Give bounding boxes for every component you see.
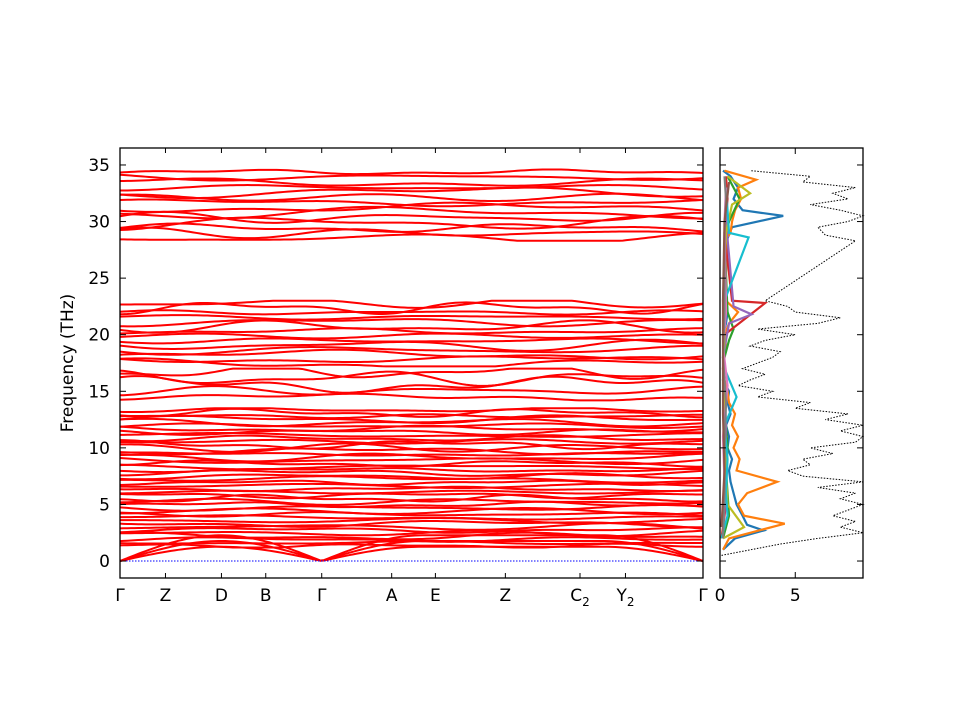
phonon-band-19 xyxy=(119,492,704,500)
phonon-band-54 xyxy=(119,348,704,361)
dos-x-tick-label-0: 0 xyxy=(715,586,726,606)
phonon-band-12 xyxy=(119,514,704,521)
phonon-band-62 xyxy=(119,314,704,321)
phonon-band-63 xyxy=(119,309,704,316)
phonon-band-34 xyxy=(119,442,704,453)
projected-dos-curves xyxy=(720,169,786,551)
dos-plot-frame xyxy=(719,147,864,579)
x-tick-label-3: B xyxy=(260,586,272,606)
phonon-band-27 xyxy=(119,467,704,474)
phonon-band-0 xyxy=(119,545,704,563)
phonon-band-58 xyxy=(119,332,704,340)
phonon-band-57 xyxy=(119,337,704,345)
phonon-band-8 xyxy=(119,526,704,534)
x-tick-label-5: A xyxy=(386,586,398,606)
phonon-band-74 xyxy=(119,192,704,203)
band-plot-frame xyxy=(119,147,704,579)
phonon-band-73 xyxy=(119,198,704,208)
pdos-series-1 xyxy=(721,169,786,551)
phonon-band-37 xyxy=(119,434,704,443)
high-symmetry-ticks xyxy=(119,148,704,578)
band-lines xyxy=(119,168,704,563)
phonon-band-7 xyxy=(119,529,704,538)
dos-x-tick-label-1: 5 xyxy=(790,586,801,606)
phonon-band-18 xyxy=(119,493,704,503)
phonon-band-25 xyxy=(119,472,704,481)
phonon-band-77 xyxy=(119,177,704,187)
phonon-band-43 xyxy=(119,414,704,425)
phonon-band-44 xyxy=(119,413,704,420)
y-tick-label-0: 0 xyxy=(99,552,110,572)
y-tick-label-5: 25 xyxy=(88,269,110,289)
phonon-band-15 xyxy=(119,503,704,512)
phonon-band-5 xyxy=(119,536,704,543)
phonon-band-67 xyxy=(119,226,704,240)
phonon-band-60 xyxy=(119,319,704,334)
phonon-band-30 xyxy=(119,457,704,466)
phonon-band-16 xyxy=(119,500,704,509)
phonon-band-35 xyxy=(120,439,704,451)
x-tick-label-6: E xyxy=(430,586,441,606)
band-y-axis-ticks: 0 5 10 15 20 25 30 35 xyxy=(88,156,703,572)
phonon-band-59 xyxy=(119,327,704,335)
phonon-band-21 xyxy=(119,485,704,493)
x-tick-label-10: Γ xyxy=(698,586,708,606)
phonon-band-71 xyxy=(119,205,703,220)
phonon-band-65 xyxy=(119,299,704,309)
phonon-band-78 xyxy=(119,173,704,182)
phonon-band-29 xyxy=(119,459,703,468)
phonon-band-51 xyxy=(120,367,704,380)
y-tick-label-4: 20 xyxy=(88,326,110,346)
phonon-band-66 xyxy=(119,231,704,242)
phonon-band-68 xyxy=(119,222,704,233)
phonon-band-36 xyxy=(119,438,704,445)
y-tick-label-7: 35 xyxy=(88,156,110,176)
phonon-band-38 xyxy=(119,431,704,438)
band-structure-panel: 0 5 10 15 20 25 30 35 Γ Z D B Γ A E Z C2 Y2 Γ Frequency (… xyxy=(58,147,708,609)
x-tick-label-2: D xyxy=(215,586,228,606)
phonon-band-45 xyxy=(119,407,704,419)
band-x-axis-labels: Γ Z D B Γ A E Z C2 Y2 Γ xyxy=(115,586,708,609)
y-tick-label-3: 15 xyxy=(88,382,110,402)
y-tick-label-1: 5 xyxy=(99,495,110,515)
phonon-band-61 xyxy=(119,318,704,328)
y-tick-label-6: 30 xyxy=(88,213,110,233)
phonon-band-79 xyxy=(119,168,704,176)
phonon-band-49 xyxy=(119,375,704,394)
x-tick-label-1: Z xyxy=(160,586,172,606)
x-tick-label-0: Γ xyxy=(115,586,125,606)
phonon-band-24 xyxy=(119,475,704,484)
x-tick-label-9: Y2 xyxy=(615,586,634,609)
phonon-band-75 xyxy=(119,186,704,200)
phonon-band-76 xyxy=(119,184,704,192)
y-tick-label-2: 10 xyxy=(88,439,110,459)
phonon-band-55 xyxy=(119,344,703,356)
phonon-band-20 xyxy=(119,489,704,495)
phonon-band-23 xyxy=(119,479,704,486)
x-tick-label-7: Z xyxy=(500,586,512,606)
y-axis-label: Frequency (THz) xyxy=(58,294,78,433)
x-tick-label-8: C2 xyxy=(570,586,590,609)
phonon-band-46 xyxy=(119,407,704,414)
phonon-band-70 xyxy=(119,210,704,224)
x-tick-label-4: Γ xyxy=(317,586,327,606)
phonon-band-48 xyxy=(119,385,704,397)
dos-y-axis-ticks xyxy=(720,164,863,562)
phonon-band-47 xyxy=(119,392,704,402)
phonon-band-52 xyxy=(119,357,704,368)
